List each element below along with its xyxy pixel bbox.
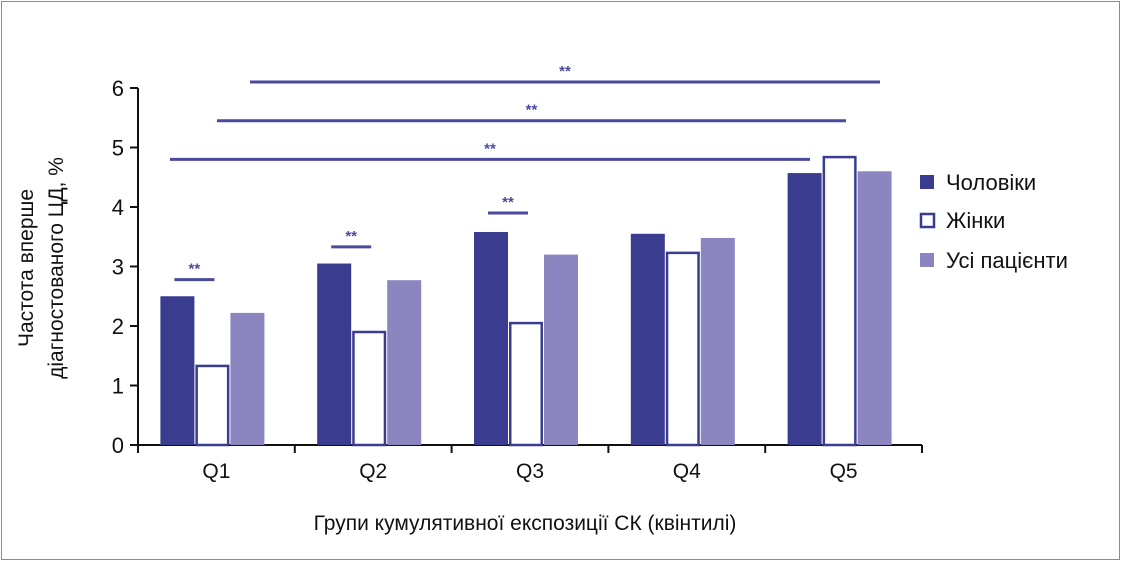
legend-label-all: Усі пацієнти [946,248,1068,273]
x-tick-label: Q2 [359,460,387,483]
bar-men [474,231,508,445]
y-axis-title-line-1: Частота вперше [15,189,38,347]
bar-men [630,233,665,445]
y-tick-label: 4 [112,195,124,220]
significance-brackets: ** ** ** ** ** ** [170,63,880,282]
tick-labels: 0 1 2 3 4 5 6 Q1 Q2 Q3 Q4 Q5 [112,76,858,483]
y-axis-title-line-2: діагностованого ЦД, % [45,157,68,379]
bar-men [160,296,195,445]
bar-women [665,251,700,447]
bars [160,155,892,447]
bar-all [230,312,265,445]
legend-label-men: Чоловіки [946,170,1036,195]
bar-all [544,254,578,445]
bar-men [317,263,352,445]
bar-women [509,321,543,447]
significance-label: ** [502,194,514,211]
y-tick-label: 1 [112,374,124,399]
x-tick-label: Q1 [202,460,230,483]
bar-all [700,237,735,445]
legend-swatch-all [920,253,934,267]
y-tick-label: 5 [112,136,124,161]
bar-all [857,171,892,446]
bar-women [195,364,230,447]
legend-swatch-men [920,175,934,189]
bar-men [787,173,822,445]
x-tick-label: Q4 [673,460,701,483]
significance-label: ** [345,228,357,245]
significance-label: ** [559,63,571,80]
legend: Чоловіки Жінки Усі пацієнти [919,170,1068,273]
y-axis-title: Частота вперше діагностованого ЦД, % [15,157,68,379]
x-axis-title: Групи кумулятивної експозиції СК (квінти… [314,512,737,535]
legend-label-women: Жінки [946,208,1005,233]
legend-swatch-women [919,212,936,229]
x-tick-label: Q3 [516,460,544,483]
y-tick-label: 2 [112,314,124,339]
y-tick-label: 6 [112,76,124,101]
significance-label: ** [484,140,496,157]
y-tick-label: 0 [112,433,124,458]
significance-label: ** [189,261,201,278]
bar-women [822,155,857,447]
x-tick-label: Q5 [830,460,858,483]
bar-women [352,330,387,447]
y-tick-label: 3 [112,255,124,280]
significance-label: ** [526,102,538,119]
bar-all [387,280,422,445]
